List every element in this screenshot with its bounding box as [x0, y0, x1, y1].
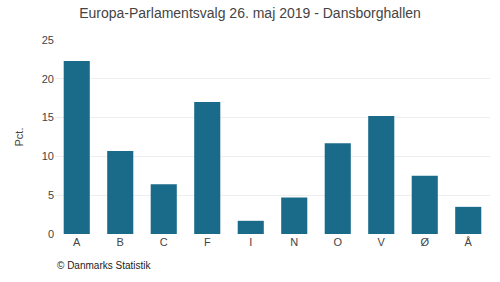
svg-text:15: 15 — [42, 111, 54, 123]
svg-text:0: 0 — [48, 228, 54, 240]
svg-text:© Danmarks Statistik: © Danmarks Statistik — [57, 260, 152, 271]
svg-text:20: 20 — [42, 73, 54, 85]
svg-text:Ø: Ø — [420, 236, 429, 248]
svg-text:Pct.: Pct. — [13, 128, 25, 147]
svg-text:5: 5 — [48, 189, 54, 201]
svg-text:I: I — [249, 236, 252, 248]
svg-text:F: F — [204, 236, 211, 248]
svg-text:B: B — [117, 236, 124, 248]
svg-text:N: N — [290, 236, 298, 248]
svg-text:25: 25 — [42, 34, 54, 46]
svg-text:Å: Å — [465, 236, 473, 248]
svg-text:V: V — [378, 236, 386, 248]
svg-text:A: A — [73, 236, 81, 248]
svg-text:O: O — [333, 236, 342, 248]
svg-text:Europa-Parlamentsvalg 26. maj: Europa-Parlamentsvalg 26. maj 2019 - Dan… — [79, 5, 421, 21]
svg-text:10: 10 — [42, 150, 54, 162]
svg-text:C: C — [160, 236, 168, 248]
